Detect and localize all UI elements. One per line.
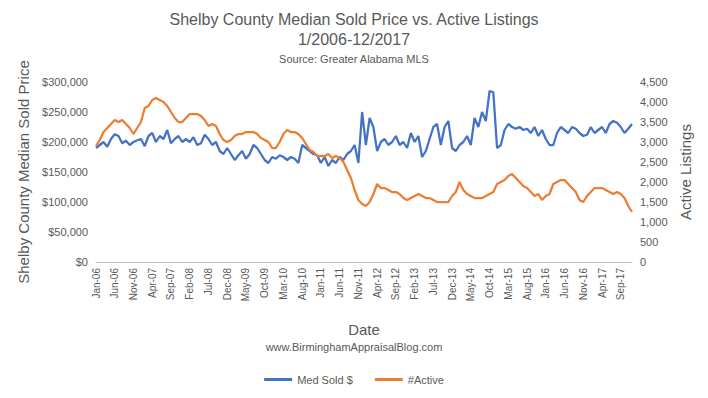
svg-text:$50,000: $50,000 — [48, 226, 88, 238]
svg-text:Med Sold $: Med Sold $ — [297, 374, 353, 386]
svg-text:Apr-12: Apr-12 — [372, 268, 383, 298]
svg-text:Apr-17: Apr-17 — [597, 268, 608, 298]
svg-text:Jun-16: Jun-16 — [559, 268, 570, 299]
svg-text:Apr-07: Apr-07 — [147, 268, 158, 298]
svg-text:3,500: 3,500 — [640, 116, 668, 128]
svg-text:Nov-06: Nov-06 — [128, 268, 139, 301]
svg-text:Jul-08: Jul-08 — [203, 268, 214, 296]
svg-text:Oct-09: Oct-09 — [259, 268, 270, 298]
svg-text:Mar-10: Mar-10 — [278, 268, 289, 300]
svg-text:May-09: May-09 — [240, 268, 251, 302]
svg-text:Jan-06: Jan-06 — [91, 268, 102, 299]
svg-text:500: 500 — [640, 236, 658, 248]
svg-text:Oct-14: Oct-14 — [484, 268, 495, 298]
svg-text:3,000: 3,000 — [640, 136, 668, 148]
svg-text:Source: Greater Alabama MLS: Source: Greater Alabama MLS — [279, 53, 429, 65]
svg-text:4,000: 4,000 — [640, 96, 668, 108]
svg-text:www.BirminghamAppraisalBlog.co: www.BirminghamAppraisalBlog.com — [265, 341, 443, 353]
svg-text:2,000: 2,000 — [640, 176, 668, 188]
svg-text:1/2006-12/2017: 1/2006-12/2017 — [298, 31, 410, 48]
svg-text:Jan-11: Jan-11 — [315, 268, 326, 298]
svg-text:Jul-13: Jul-13 — [428, 268, 439, 296]
svg-text:1,500: 1,500 — [640, 196, 668, 208]
svg-text:Feb-13: Feb-13 — [409, 268, 420, 300]
svg-text:#Active: #Active — [408, 374, 444, 386]
svg-text:Mar-15: Mar-15 — [503, 268, 514, 300]
svg-text:Date: Date — [348, 321, 380, 338]
svg-text:Nov-11: Nov-11 — [353, 268, 364, 300]
svg-text:Jun-06: Jun-06 — [109, 268, 120, 299]
svg-text:Jan-16: Jan-16 — [540, 268, 551, 299]
svg-text:Aug-10: Aug-10 — [297, 268, 308, 301]
svg-text:Shelby County Median Sold Pric: Shelby County Median Sold Price — [15, 60, 32, 283]
svg-text:Nov-16: Nov-16 — [578, 268, 589, 301]
svg-text:Dec-08: Dec-08 — [222, 268, 233, 301]
svg-text:4,500: 4,500 — [640, 76, 668, 88]
svg-text:Dec-13: Dec-13 — [447, 268, 458, 301]
svg-text:Aug-15: Aug-15 — [522, 268, 533, 301]
svg-text:$250,000: $250,000 — [42, 106, 88, 118]
svg-text:$300,000: $300,000 — [42, 76, 88, 88]
svg-text:Sep-12: Sep-12 — [390, 268, 401, 301]
svg-text:2,500: 2,500 — [640, 156, 668, 168]
svg-text:0: 0 — [640, 256, 646, 268]
svg-text:$200,000: $200,000 — [42, 136, 88, 148]
svg-text:May-14: May-14 — [465, 268, 476, 302]
svg-text:$100,000: $100,000 — [42, 196, 88, 208]
svg-text:$150,000: $150,000 — [42, 166, 88, 178]
svg-text:Shelby County Median Sold Pric: Shelby County Median Sold Price vs. Acti… — [169, 11, 538, 28]
svg-text:Sep-17: Sep-17 — [615, 268, 626, 301]
svg-text:Sep-07: Sep-07 — [165, 268, 176, 301]
svg-text:Jun-11: Jun-11 — [334, 268, 345, 298]
svg-text:Active Listings: Active Listings — [677, 124, 694, 220]
svg-text:$0: $0 — [76, 256, 88, 268]
svg-text:Feb-08: Feb-08 — [184, 268, 195, 300]
svg-text:1,000: 1,000 — [640, 216, 668, 228]
